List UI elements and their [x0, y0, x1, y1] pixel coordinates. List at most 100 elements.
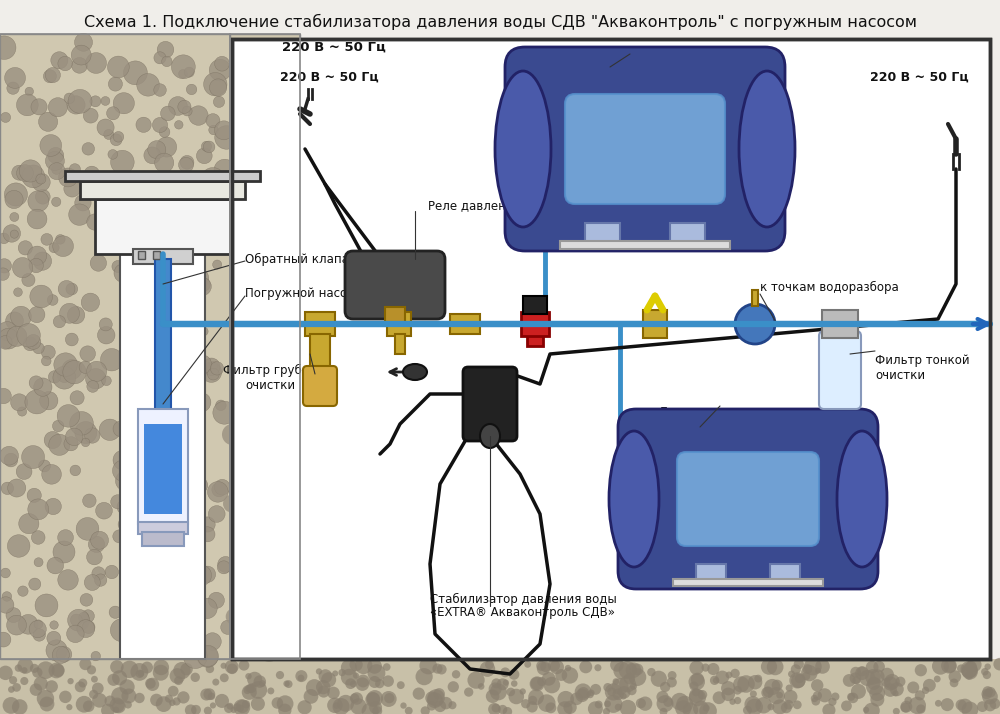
- Circle shape: [112, 261, 124, 273]
- Circle shape: [28, 499, 49, 520]
- Circle shape: [713, 677, 719, 683]
- Circle shape: [235, 585, 250, 600]
- Bar: [387, 312, 411, 336]
- Circle shape: [113, 242, 123, 252]
- Circle shape: [503, 707, 512, 714]
- Circle shape: [524, 661, 531, 668]
- Circle shape: [486, 690, 499, 703]
- Circle shape: [776, 692, 783, 698]
- Circle shape: [137, 670, 144, 677]
- Circle shape: [743, 705, 752, 714]
- Circle shape: [83, 109, 98, 123]
- Circle shape: [198, 278, 210, 291]
- Circle shape: [70, 391, 84, 405]
- Circle shape: [154, 84, 166, 96]
- Circle shape: [0, 336, 12, 349]
- Circle shape: [263, 567, 273, 576]
- Circle shape: [795, 674, 804, 683]
- Circle shape: [180, 156, 194, 169]
- Circle shape: [226, 608, 243, 625]
- Circle shape: [565, 665, 571, 671]
- Circle shape: [180, 663, 193, 675]
- Circle shape: [0, 258, 11, 273]
- Circle shape: [841, 700, 852, 711]
- Circle shape: [794, 659, 804, 669]
- Circle shape: [48, 663, 64, 678]
- Circle shape: [153, 322, 172, 341]
- Circle shape: [270, 102, 288, 120]
- Circle shape: [7, 535, 30, 557]
- Circle shape: [562, 667, 578, 684]
- Circle shape: [100, 348, 123, 371]
- Circle shape: [977, 701, 988, 712]
- Circle shape: [981, 668, 989, 675]
- Circle shape: [154, 190, 166, 202]
- Circle shape: [341, 669, 358, 685]
- Circle shape: [699, 702, 717, 714]
- Circle shape: [49, 243, 59, 253]
- Circle shape: [249, 681, 267, 699]
- Circle shape: [557, 701, 572, 714]
- Circle shape: [173, 510, 189, 526]
- Circle shape: [575, 689, 589, 702]
- Circle shape: [179, 578, 196, 595]
- Circle shape: [870, 669, 885, 683]
- Text: Гидроаккумулятор: Гидроаккумулятор: [660, 406, 786, 419]
- Circle shape: [116, 471, 135, 491]
- Circle shape: [126, 198, 142, 215]
- Circle shape: [784, 700, 793, 710]
- Circle shape: [143, 488, 164, 509]
- Circle shape: [222, 424, 243, 445]
- Circle shape: [152, 117, 168, 133]
- Bar: [232, 39, 990, 659]
- Circle shape: [619, 661, 636, 679]
- Bar: [155, 259, 171, 414]
- Circle shape: [744, 696, 761, 713]
- Circle shape: [241, 543, 262, 564]
- Circle shape: [234, 588, 249, 604]
- Circle shape: [180, 341, 198, 359]
- Circle shape: [381, 691, 397, 707]
- Circle shape: [107, 673, 120, 686]
- Bar: [232, 39, 990, 659]
- Circle shape: [281, 300, 294, 313]
- Circle shape: [238, 193, 259, 214]
- Circle shape: [203, 141, 215, 153]
- Circle shape: [433, 688, 445, 700]
- Circle shape: [7, 82, 19, 94]
- Circle shape: [421, 706, 430, 714]
- Circle shape: [204, 73, 227, 96]
- Circle shape: [63, 361, 86, 384]
- Circle shape: [12, 165, 27, 180]
- Circle shape: [707, 663, 719, 675]
- Circle shape: [229, 481, 246, 498]
- Circle shape: [64, 93, 75, 104]
- Circle shape: [278, 703, 291, 714]
- Circle shape: [53, 366, 76, 389]
- Circle shape: [258, 640, 280, 662]
- Circle shape: [467, 672, 485, 689]
- Circle shape: [319, 669, 332, 683]
- Circle shape: [168, 96, 187, 116]
- Circle shape: [229, 118, 242, 131]
- Circle shape: [9, 676, 17, 684]
- Circle shape: [56, 647, 72, 662]
- Circle shape: [267, 688, 274, 695]
- Circle shape: [30, 285, 53, 308]
- Circle shape: [238, 540, 252, 555]
- Circle shape: [691, 673, 704, 686]
- Circle shape: [284, 567, 295, 578]
- Bar: [696, 564, 726, 581]
- Circle shape: [693, 700, 709, 714]
- Circle shape: [71, 45, 91, 65]
- Circle shape: [772, 699, 787, 714]
- Circle shape: [113, 131, 124, 142]
- Circle shape: [316, 680, 330, 694]
- Circle shape: [0, 321, 17, 341]
- Circle shape: [142, 414, 162, 435]
- Circle shape: [200, 688, 212, 700]
- Circle shape: [213, 260, 222, 269]
- Circle shape: [214, 479, 230, 495]
- Circle shape: [238, 336, 250, 348]
- Circle shape: [603, 708, 610, 714]
